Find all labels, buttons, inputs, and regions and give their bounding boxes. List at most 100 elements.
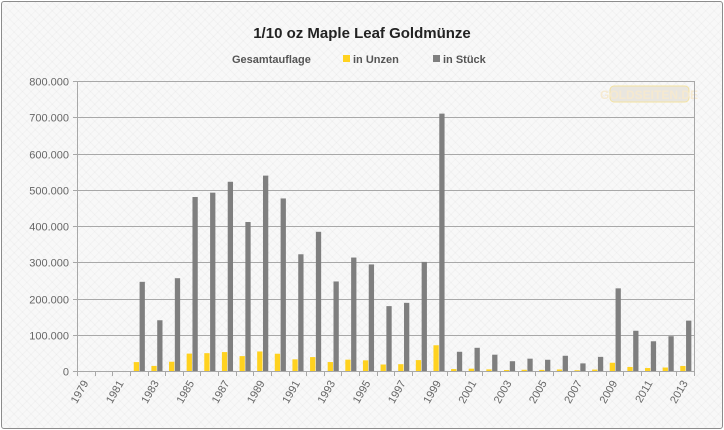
bar-in-unzen-1996	[380, 364, 386, 371]
x-tick-label: 1995	[351, 379, 374, 406]
bar-in-stueck-2007	[580, 363, 586, 371]
y-tick-label: 200.000	[29, 295, 69, 307]
chart-title: 1/10 oz Maple Leaf Goldmünze	[253, 25, 471, 42]
bar-in-stueck-2000	[456, 351, 463, 371]
bar-in-unzen-1994	[345, 359, 351, 371]
bar-in-stueck-2011	[650, 341, 657, 371]
legend-marker-in-stueck	[433, 55, 440, 62]
y-tick-label: 400.000	[29, 222, 69, 234]
bar-in-unzen-1988	[239, 356, 245, 371]
bar-in-stueck-1993	[333, 281, 339, 371]
bar-in-unzen-2011	[644, 368, 651, 371]
bar-in-stueck-1999	[439, 113, 445, 371]
legend-in-unzen: in Unzen	[353, 54, 399, 66]
bar-in-stueck-2009	[615, 288, 621, 371]
x-tick-label: 1987	[210, 379, 233, 406]
y-tick-label: 800.000	[29, 77, 69, 89]
bar-in-stueck-2013	[686, 320, 692, 371]
x-tick-label: 2001	[457, 379, 480, 406]
bar-in-stueck-2010	[633, 330, 639, 371]
bar-in-stueck-1982	[139, 281, 145, 371]
bar-in-stueck-1994	[351, 257, 357, 371]
bar-in-stueck-2012	[668, 336, 674, 371]
bar-in-stueck-2004	[527, 358, 533, 371]
bar-in-unzen-1983	[151, 365, 157, 371]
bar-in-stueck-1989	[262, 175, 269, 371]
bar-in-stueck-1985	[192, 197, 198, 371]
x-tick-label: 1991	[280, 379, 303, 406]
bar-in-stueck-2006	[562, 355, 568, 371]
bar-in-stueck-1984	[174, 278, 181, 371]
bar-in-stueck-1988	[245, 222, 251, 371]
bar-in-stueck-2003	[509, 361, 516, 371]
legend: Gesamtauflage in Unzen in Stück	[232, 54, 487, 66]
x-tick-label: 1979	[69, 379, 92, 406]
goldseiten-watermark: GOLDSEITEN.DE	[600, 85, 698, 103]
y-tick-label: 100.000	[29, 331, 69, 343]
x-tick-label: 1997	[386, 379, 409, 406]
bar-in-stueck-1995	[368, 264, 375, 371]
x-tick-label: 1993	[316, 379, 339, 406]
bar-in-unzen-2012	[662, 367, 668, 371]
x-tick-label: 2003	[492, 379, 515, 406]
bar-in-stueck-2002	[492, 354, 498, 371]
bar-in-unzen-2005	[539, 369, 545, 371]
bar-in-unzen-2006	[556, 369, 563, 371]
bar-in-stueck-1986	[210, 192, 216, 371]
y-tick-label: 500.000	[29, 186, 69, 198]
x-tick-label: 1999	[421, 379, 444, 406]
x-tick-label: 1981	[104, 379, 127, 406]
x-tick-label: 2009	[598, 379, 621, 406]
bar-in-stueck-1983	[157, 320, 163, 371]
y-tick-label: 0	[63, 367, 69, 379]
y-tick-label: 700.000	[29, 113, 69, 125]
bar-in-unzen-1989	[257, 351, 263, 371]
bar-in-unzen-1982	[133, 362, 140, 371]
bar-in-stueck-1992	[315, 231, 322, 371]
bars	[133, 113, 692, 371]
bar-in-unzen-1999	[433, 345, 439, 371]
legend-gesamtauflage: Gesamtauflage	[232, 54, 311, 66]
bar-in-unzen-2002	[486, 369, 492, 371]
bar-in-unzen-2013	[680, 365, 686, 371]
bar-in-stueck-1987	[227, 181, 234, 371]
bar-in-unzen-2009	[609, 362, 616, 371]
x-tick-label: 2005	[527, 379, 550, 406]
bar-in-unzen-2010	[627, 366, 633, 371]
bar-in-unzen-1984	[169, 361, 175, 371]
bar-in-unzen-1990	[274, 353, 281, 371]
bar-in-unzen-1985	[186, 353, 192, 371]
bar-in-stueck-1990	[280, 198, 286, 371]
bar-in-unzen-1991	[292, 359, 298, 371]
bar-in-stueck-2008	[597, 356, 604, 371]
bar-in-stueck-1996	[386, 306, 392, 371]
watermark-badge	[609, 85, 690, 103]
bar-in-stueck-1991	[298, 254, 304, 371]
bar-in-unzen-2003	[503, 370, 510, 371]
bar-in-unzen-2007	[574, 370, 580, 371]
x-tick-label: 2011	[633, 379, 655, 405]
x-tick-label: 2013	[668, 379, 691, 406]
bar-in-stueck-1998	[421, 261, 427, 371]
bar-in-unzen-2004	[521, 369, 527, 371]
y-tick-label: 300.000	[29, 258, 69, 270]
legend-in-stueck: in Stück	[443, 54, 487, 66]
bar-in-unzen-1986	[204, 353, 210, 371]
bar-in-stueck-2001	[474, 347, 480, 371]
x-tick-label: 1985	[175, 379, 198, 406]
bar-in-unzen-1995	[362, 360, 369, 371]
bar-in-unzen-1987	[221, 352, 228, 371]
bar-in-unzen-2000	[451, 369, 457, 371]
bar-in-unzen-1993	[327, 362, 333, 371]
bar-in-stueck-2005	[545, 359, 551, 371]
bar-in-unzen-2001	[468, 368, 474, 371]
y-tick-label: 600.000	[29, 150, 69, 162]
watermark-text: GOLDSEITEN.DE	[600, 88, 698, 102]
bar-in-stueck-1997	[404, 302, 410, 371]
bar-in-unzen-1992	[310, 357, 316, 371]
x-tick-label: 1983	[139, 379, 162, 406]
x-tick-label: 2007	[562, 379, 585, 406]
bar-in-unzen-2008	[592, 369, 598, 371]
